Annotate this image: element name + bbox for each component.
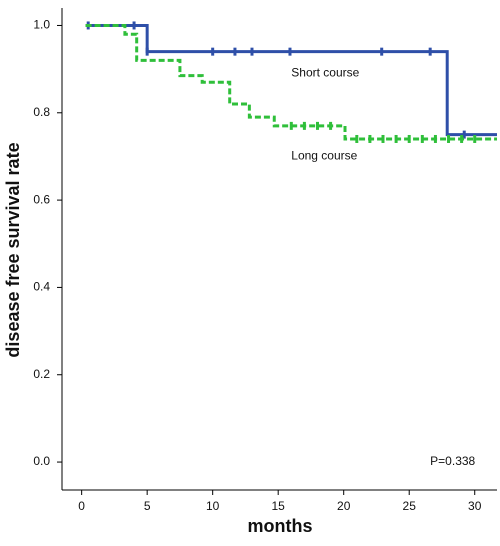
x-tick-label: 25	[403, 499, 417, 513]
y-tick-label: 1.0	[33, 18, 50, 32]
y-axis-label: disease free survival rate	[3, 142, 23, 357]
survival-line	[85, 23, 497, 141]
x-tick-label: 30	[468, 499, 482, 513]
y-tick-label: 0.0	[33, 454, 50, 468]
x-tick-label: 10	[206, 499, 220, 513]
x-axis-label: months	[248, 516, 313, 536]
y-tick-label: 0.4	[33, 280, 50, 294]
annotation: Short course	[291, 66, 359, 80]
annotation: P=0.338	[430, 454, 475, 468]
x-tick-label: 0	[78, 499, 85, 513]
x-tick-label: 15	[272, 499, 286, 513]
annotation: Long course	[291, 149, 357, 163]
x-tick-label: 5	[144, 499, 151, 513]
y-tick-label: 0.8	[33, 105, 50, 119]
y-tick-label: 0.6	[33, 192, 50, 206]
survival-line	[85, 23, 497, 137]
y-tick-label: 0.2	[33, 367, 50, 381]
x-tick-label: 20	[337, 499, 351, 513]
